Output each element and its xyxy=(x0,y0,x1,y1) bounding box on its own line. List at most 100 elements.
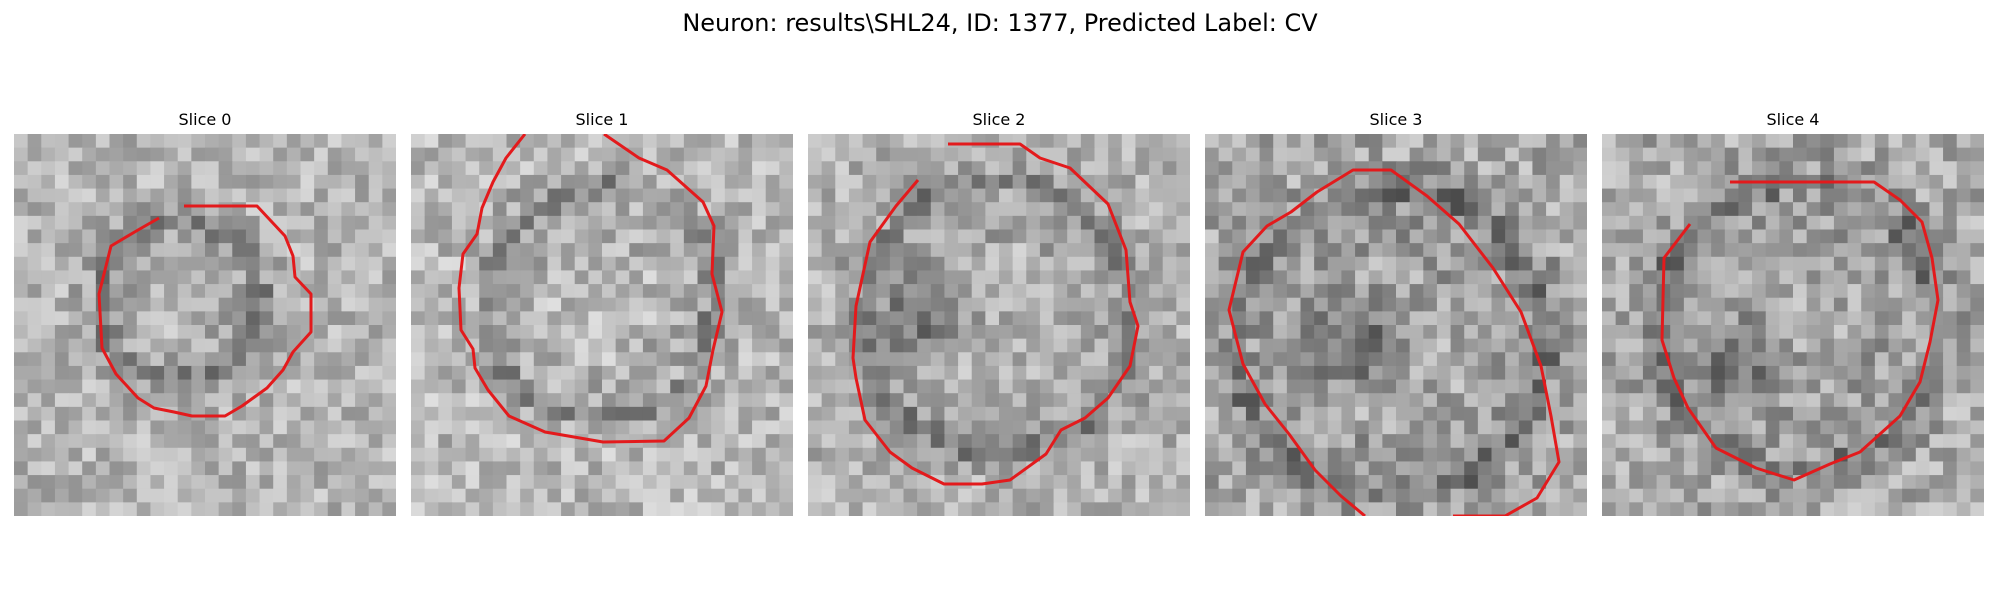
image-pixel xyxy=(1450,365,1465,381)
image-pixel xyxy=(903,379,918,394)
image-pixel xyxy=(1053,256,1068,271)
image-pixel xyxy=(1491,161,1506,176)
image-pixel xyxy=(1629,284,1644,299)
image-pixel xyxy=(314,202,329,217)
image-pixel xyxy=(808,420,823,435)
image-pixel xyxy=(1861,406,1876,421)
image-pixel xyxy=(1176,147,1190,162)
image-pixel xyxy=(506,488,521,503)
image-pixel xyxy=(177,215,192,230)
image-pixel xyxy=(382,174,396,190)
image-pixel xyxy=(1559,243,1574,258)
image-pixel xyxy=(1012,475,1027,490)
image-pixel xyxy=(1505,475,1520,490)
image-pixel xyxy=(382,215,396,230)
image-pixel xyxy=(136,502,151,516)
image-pixel xyxy=(1218,270,1233,285)
image-pixel xyxy=(424,270,439,285)
image-pixel xyxy=(1559,338,1574,353)
image-pixel xyxy=(205,488,220,503)
image-pixel xyxy=(218,393,233,408)
image-pixel xyxy=(1273,393,1288,408)
image-pixel xyxy=(438,256,453,271)
image-pixel xyxy=(629,475,644,490)
image-pixel xyxy=(1477,447,1492,462)
image-pixel xyxy=(752,311,767,326)
image-pixel xyxy=(917,297,932,312)
image-pixel xyxy=(971,202,986,217)
image-pixel xyxy=(1833,202,1849,217)
image-pixel xyxy=(1793,243,1808,258)
image-pixel xyxy=(1300,147,1315,162)
image-pixel xyxy=(14,215,29,230)
image-pixel xyxy=(1943,147,1958,162)
image-pixel xyxy=(1629,174,1644,190)
image-pixel xyxy=(465,379,480,394)
image-pixel xyxy=(205,406,220,421)
image-pixel xyxy=(177,134,192,149)
image-pixel xyxy=(779,434,793,449)
image-pixel xyxy=(1738,393,1753,408)
image-pixel xyxy=(547,188,562,203)
image-pixel xyxy=(1820,161,1835,176)
image-pixel xyxy=(1902,461,1917,476)
image-pixel xyxy=(1314,297,1329,312)
image-pixel xyxy=(1026,352,1041,367)
image-pixel xyxy=(1793,311,1808,326)
image-pixel xyxy=(1711,406,1726,421)
image-pixel xyxy=(218,161,233,176)
image-pixel xyxy=(1861,243,1876,258)
image-pixel xyxy=(341,325,356,340)
image-pixel xyxy=(492,475,507,490)
image-pixel xyxy=(245,243,261,258)
image-pixel xyxy=(1956,147,1971,162)
image-pixel xyxy=(1314,229,1329,244)
image-pixel xyxy=(1683,365,1698,381)
image-pixel xyxy=(1396,461,1411,476)
image-pixel xyxy=(1888,338,1903,353)
image-pixel xyxy=(1232,447,1247,462)
image-pixel xyxy=(68,134,83,149)
image-pixel xyxy=(136,434,151,449)
image-pixel xyxy=(876,147,891,162)
image-pixel xyxy=(1341,338,1356,353)
image-pixel xyxy=(314,243,329,258)
image-pixel xyxy=(1436,270,1452,285)
image-pixel xyxy=(683,297,698,312)
image-pixel xyxy=(1162,365,1177,381)
image-pixel xyxy=(136,229,151,244)
image-pixel xyxy=(588,229,603,244)
image-pixel xyxy=(1436,420,1452,435)
image-pixel xyxy=(1273,188,1288,203)
image-pixel xyxy=(808,297,823,312)
image-pixel xyxy=(547,420,562,435)
image-pixel xyxy=(136,188,151,203)
image-pixel xyxy=(724,434,739,449)
image-pixel xyxy=(808,270,823,285)
image-pixel xyxy=(930,174,945,190)
image-pixel xyxy=(1970,229,1984,244)
image-pixel xyxy=(1012,284,1027,299)
image-pixel xyxy=(1518,256,1533,271)
image-pixel xyxy=(1888,365,1903,381)
image-pixel xyxy=(670,202,685,217)
image-pixel xyxy=(1518,284,1533,299)
image-pixel xyxy=(1765,188,1780,203)
image-pixel xyxy=(917,202,932,217)
image-pixel xyxy=(1874,338,1889,353)
image-pixel xyxy=(1450,393,1465,408)
image-pixel xyxy=(1245,161,1261,176)
image-pixel xyxy=(1026,134,1041,149)
image-pixel xyxy=(1505,215,1520,230)
image-pixel xyxy=(1847,297,1862,312)
image-pixel xyxy=(232,488,247,503)
image-pixel xyxy=(1259,229,1274,244)
image-pixel xyxy=(259,325,274,340)
image-pixel xyxy=(1341,325,1356,340)
image-pixel xyxy=(1915,134,1930,149)
image-pixel xyxy=(411,256,426,271)
image-pixel xyxy=(574,502,589,516)
image-pixel xyxy=(1450,338,1465,353)
image-pixel xyxy=(1409,311,1424,326)
image-pixel xyxy=(1806,297,1821,312)
